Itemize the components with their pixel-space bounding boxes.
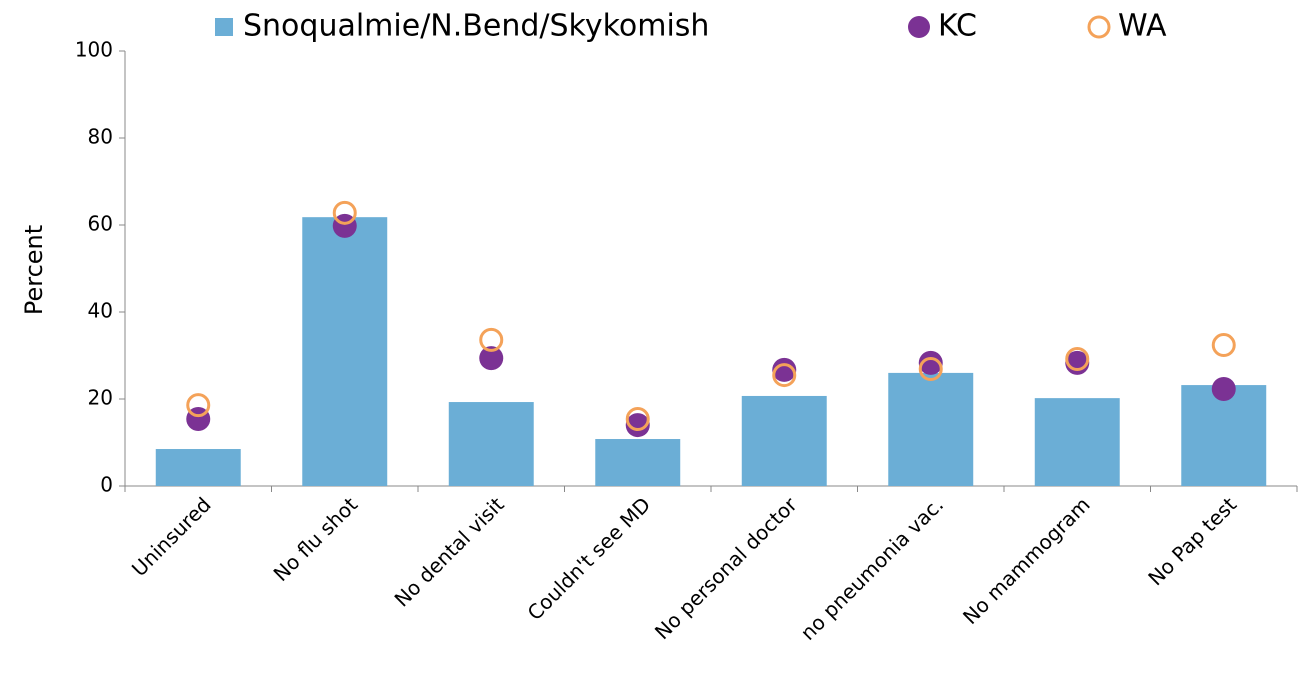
legend-label: WA (1118, 9, 1167, 44)
y-tick-label: 20 (88, 386, 113, 410)
x-tick-label: no pneumonia vac. (796, 492, 948, 644)
dot (918, 350, 943, 375)
ring (625, 407, 650, 432)
bar (888, 372, 974, 486)
y-tick-label: 80 (88, 125, 113, 149)
x-tick-label: No dental visit (390, 492, 509, 611)
ring (772, 363, 797, 388)
ring (918, 356, 943, 381)
x-tick-label: No personal doctor (650, 492, 802, 644)
y-tick-label: 0 (100, 473, 113, 497)
x-tick-label: No mammogram (958, 492, 1095, 629)
y-tick-label: 100 (75, 38, 113, 62)
x-tick-label: No flu shot (269, 492, 363, 586)
bar (741, 395, 827, 486)
bar (155, 449, 241, 486)
ring (332, 200, 357, 225)
bar (1181, 385, 1267, 486)
legend-label: KC (938, 9, 977, 44)
legend-swatch (215, 18, 233, 36)
bar (595, 439, 681, 486)
y-tick-label: 40 (88, 299, 113, 323)
dot (479, 346, 504, 371)
y-axis-label: Percent (20, 225, 48, 315)
x-tick-label: Couldn't see MD (523, 492, 656, 625)
dot (772, 357, 797, 382)
ring (479, 327, 504, 352)
legend-label: Snoqualmie/N.Bend/Skykomish (243, 9, 709, 44)
x-tick-label: Uninsured (127, 492, 216, 581)
legend-swatch (908, 16, 930, 38)
bar (1034, 398, 1120, 486)
bar (302, 217, 388, 487)
legend-swatch (1087, 15, 1111, 39)
ring (186, 393, 211, 418)
bar (448, 402, 534, 486)
x-tick-label: No Pap test (1143, 492, 1241, 590)
y-tick-label: 60 (88, 212, 113, 236)
dot (625, 413, 650, 438)
ring (1065, 346, 1090, 371)
dot (1211, 376, 1236, 401)
ring (1211, 333, 1236, 358)
